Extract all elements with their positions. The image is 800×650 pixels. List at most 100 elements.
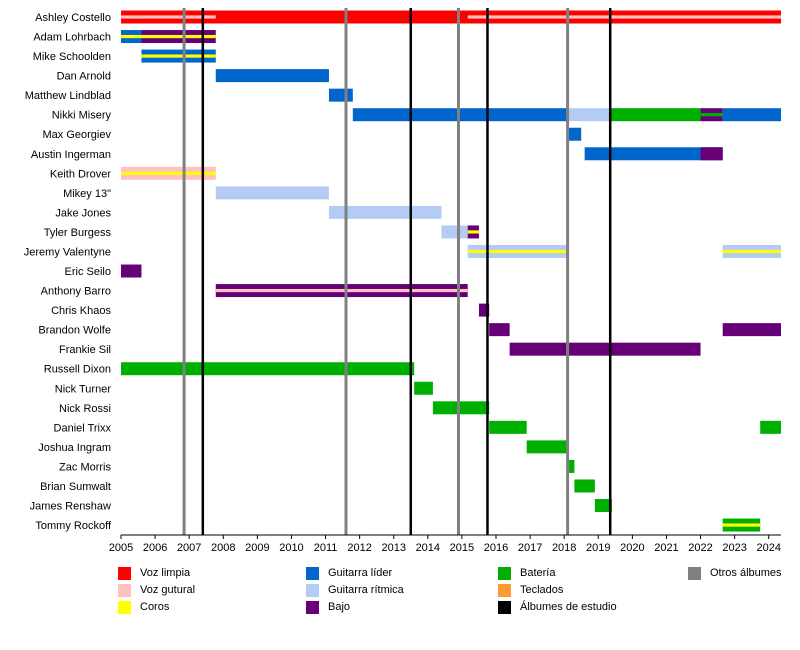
bar-secondary-stripe (121, 15, 216, 19)
x-tick-label-2010: 2010 (279, 542, 303, 554)
legend-label: Teclados (520, 584, 564, 596)
legend-label: Voz gutural (140, 584, 196, 596)
bar-anthony-barro-23 (215, 284, 468, 298)
bar-jeremy-valentyne-21 (722, 244, 781, 258)
bar-fill (489, 420, 527, 434)
legend-label: Coros (140, 601, 170, 613)
x-tick-label-2011: 2011 (314, 542, 338, 554)
bar-ashley-costello-1 (467, 10, 781, 24)
member-label-brandon-wolfe: Brandon Wolfe (38, 325, 111, 337)
bar-fill (526, 440, 568, 454)
bar-fill (432, 401, 490, 415)
member-labels-layer: Ashley Costello Adam Lohrbach Mike Schoold… (24, 12, 112, 532)
bar-nikki-misery-11 (722, 108, 781, 122)
member-label-jake-jones: Jake Jones (55, 207, 111, 219)
bar-adam-lohrbach-2 (121, 30, 142, 44)
bar-fill (121, 264, 142, 278)
bar-secondary-stripe (722, 249, 781, 254)
legend-label: Álbumes de estudio (520, 601, 617, 613)
band-timeline-chart: Ashley Costello Adam Lohrbach Mike Schoold… (24, 8, 781, 554)
bar-tommy-rockoff-37 (722, 518, 761, 532)
legend-label: Otros álbumes (710, 567, 782, 579)
bar-adam-lohrbach-3 (141, 30, 216, 44)
bar-tyler-burgess-18 (441, 225, 468, 239)
member-label-anthony-barro: Anthony Barro (41, 286, 111, 298)
bar-nick-turner-29 (414, 381, 433, 395)
bar-secondary-stripe (467, 230, 479, 234)
legend-swatch (118, 600, 131, 614)
legend-item-guitarra_lider: Guitarra líder (306, 566, 392, 580)
bar-fill (722, 108, 781, 122)
member-label-mikey-13: Mikey 13" (63, 188, 111, 200)
bar-fill (352, 108, 568, 122)
x-tick-label-2018: 2018 (552, 542, 576, 554)
bar-daniel-trixx-31 (489, 420, 527, 434)
bar-fill (489, 323, 510, 337)
bar-jeremy-valentyne-20 (467, 244, 568, 258)
bar-secondary-stripe (121, 171, 216, 175)
legend-item-teclados: Teclados (498, 583, 563, 597)
bar-james-renshaw-36 (594, 499, 612, 512)
bar-russell-dixon-28 (121, 362, 415, 376)
bar-fill (574, 479, 595, 493)
x-tick-label-2015: 2015 (450, 542, 474, 554)
member-label-ashley-costello: Ashley Costello (35, 12, 111, 24)
member-label-daniel-trixx: Daniel Trixx (54, 422, 112, 434)
bar-secondary-stripe (722, 523, 761, 527)
bar-austin-ingerman-13 (584, 147, 723, 161)
bar-tyler-burgess-19 (467, 225, 479, 239)
member-label-mike-schoolden: Mike Schoolden (33, 51, 111, 63)
bar-brandon-wolfe-25 (489, 323, 510, 337)
legend-swatch (306, 600, 319, 614)
bar-austin-ingerman-14 (700, 147, 723, 161)
bar-fill (594, 499, 612, 512)
member-label-max-georgiev: Max Georgiev (43, 129, 112, 141)
member-label-frankie-sil: Frankie Sil (59, 344, 111, 356)
bar-secondary-stripe (141, 34, 216, 39)
legend-swatch (306, 583, 319, 597)
bar-nikki-misery-7 (352, 108, 568, 122)
bar-fill (567, 127, 582, 141)
legend-item-voz_gutural: Voz gutural (118, 583, 195, 597)
member-label-russell-dixon: Russell Dixon (44, 364, 111, 376)
member-label-tommy-rockoff: Tommy Rockoff (35, 520, 112, 532)
bar-secondary-stripe (467, 15, 781, 19)
bar-secondary-stripe (141, 54, 216, 58)
legend: Voz limpia Voz gutural Coros Guitarra líder… (0, 566, 800, 636)
member-label-tyler-burgess: Tyler Burgess (44, 227, 112, 239)
bar-fill (509, 342, 701, 356)
x-tick-label-2016: 2016 (484, 542, 508, 554)
bar-nikki-misery-9 (610, 108, 701, 122)
member-label-keith-drover: Keith Drover (50, 168, 111, 180)
x-tick-label-2017: 2017 (518, 542, 542, 554)
x-tick-label-2023: 2023 (722, 542, 746, 554)
member-label-nick-turner: Nick Turner (55, 383, 112, 395)
bar-keith-drover-15 (121, 166, 216, 180)
legend-swatch (306, 566, 319, 580)
x-tick-label-2013: 2013 (381, 542, 405, 554)
legend-label: Bajo (328, 601, 351, 613)
legend-label: Batería (520, 567, 556, 579)
member-label-zac-morris: Zac Morris (59, 461, 111, 473)
member-label-adam-lohrbach: Adam Lohrbach (33, 32, 111, 44)
bar-fill (121, 362, 415, 376)
bar-fill (328, 205, 442, 219)
legend-swatch (118, 583, 131, 597)
bar-fill (215, 69, 329, 83)
x-tick-label-2020: 2020 (620, 542, 644, 554)
x-axis: 2005 2006 2007 2008 2009 2010 2011 2012 2013 2014… (109, 534, 781, 554)
bar-chris-khaos-24 (478, 303, 490, 317)
bars-layer (121, 10, 781, 532)
x-tick-label-2009: 2009 (245, 542, 269, 554)
legend-label: Guitarra líder (328, 567, 393, 579)
legend-item-otros_albumes: Otros álbumes (688, 566, 782, 580)
x-tick-label-2005: 2005 (109, 542, 133, 554)
bar-frankie-sil-27 (509, 342, 701, 356)
bar-brandon-wolfe-26 (722, 323, 781, 337)
member-label-dan-arnold: Dan Arnold (57, 71, 111, 83)
bar-zac-morris-34 (567, 459, 575, 473)
member-label-jeremy-valentyne: Jeremy Valentyne (24, 246, 111, 258)
bar-mikey-13-16 (215, 186, 329, 200)
bar-fill (584, 147, 723, 161)
bar-secondary-stripe (121, 34, 142, 39)
